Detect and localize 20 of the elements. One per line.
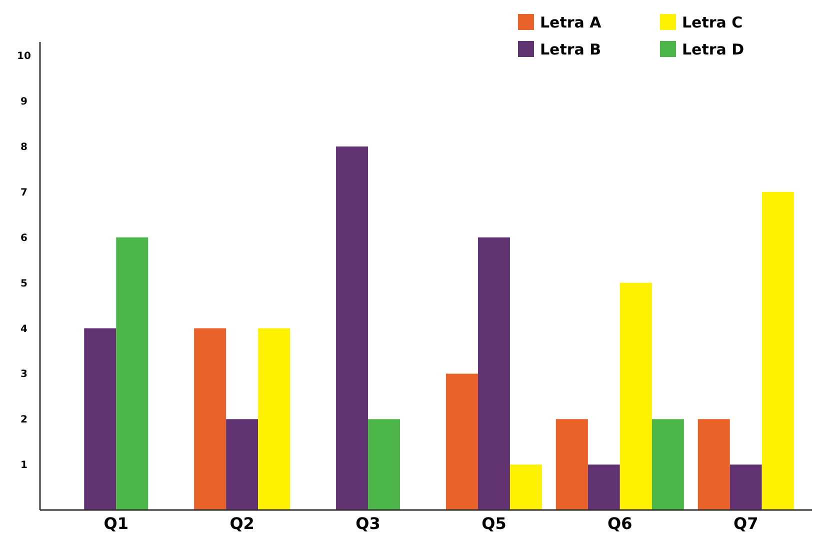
legend-label: Letra D bbox=[682, 40, 744, 58]
y-tick-label: 3 bbox=[20, 369, 28, 380]
x-tick-label: Q7 bbox=[734, 514, 758, 533]
y-tick-label: 7 bbox=[20, 187, 28, 198]
y-tick-label: 5 bbox=[20, 278, 28, 290]
x-tick-label: Q5 bbox=[482, 514, 506, 533]
legend-label: Letra C bbox=[682, 13, 743, 32]
y-tick-label: 9 bbox=[20, 96, 28, 108]
y-tick-label: 2 bbox=[20, 414, 28, 426]
x-tick-label: Q3 bbox=[356, 514, 380, 533]
y-tick-label: 4 bbox=[20, 324, 28, 335]
x-tick-label: Q2 bbox=[230, 514, 254, 533]
x-tick-label: Q1 bbox=[104, 514, 128, 533]
y-tick-label: 10 bbox=[17, 51, 31, 62]
x-tick-label: Q6 bbox=[608, 514, 632, 533]
y-tick-label: 8 bbox=[20, 142, 28, 154]
y-tick-label: 1 bbox=[20, 460, 28, 472]
legend-label: Letra B bbox=[540, 40, 602, 58]
legend-label: Letra A bbox=[540, 13, 602, 32]
y-tick-label: 6 bbox=[20, 232, 28, 244]
